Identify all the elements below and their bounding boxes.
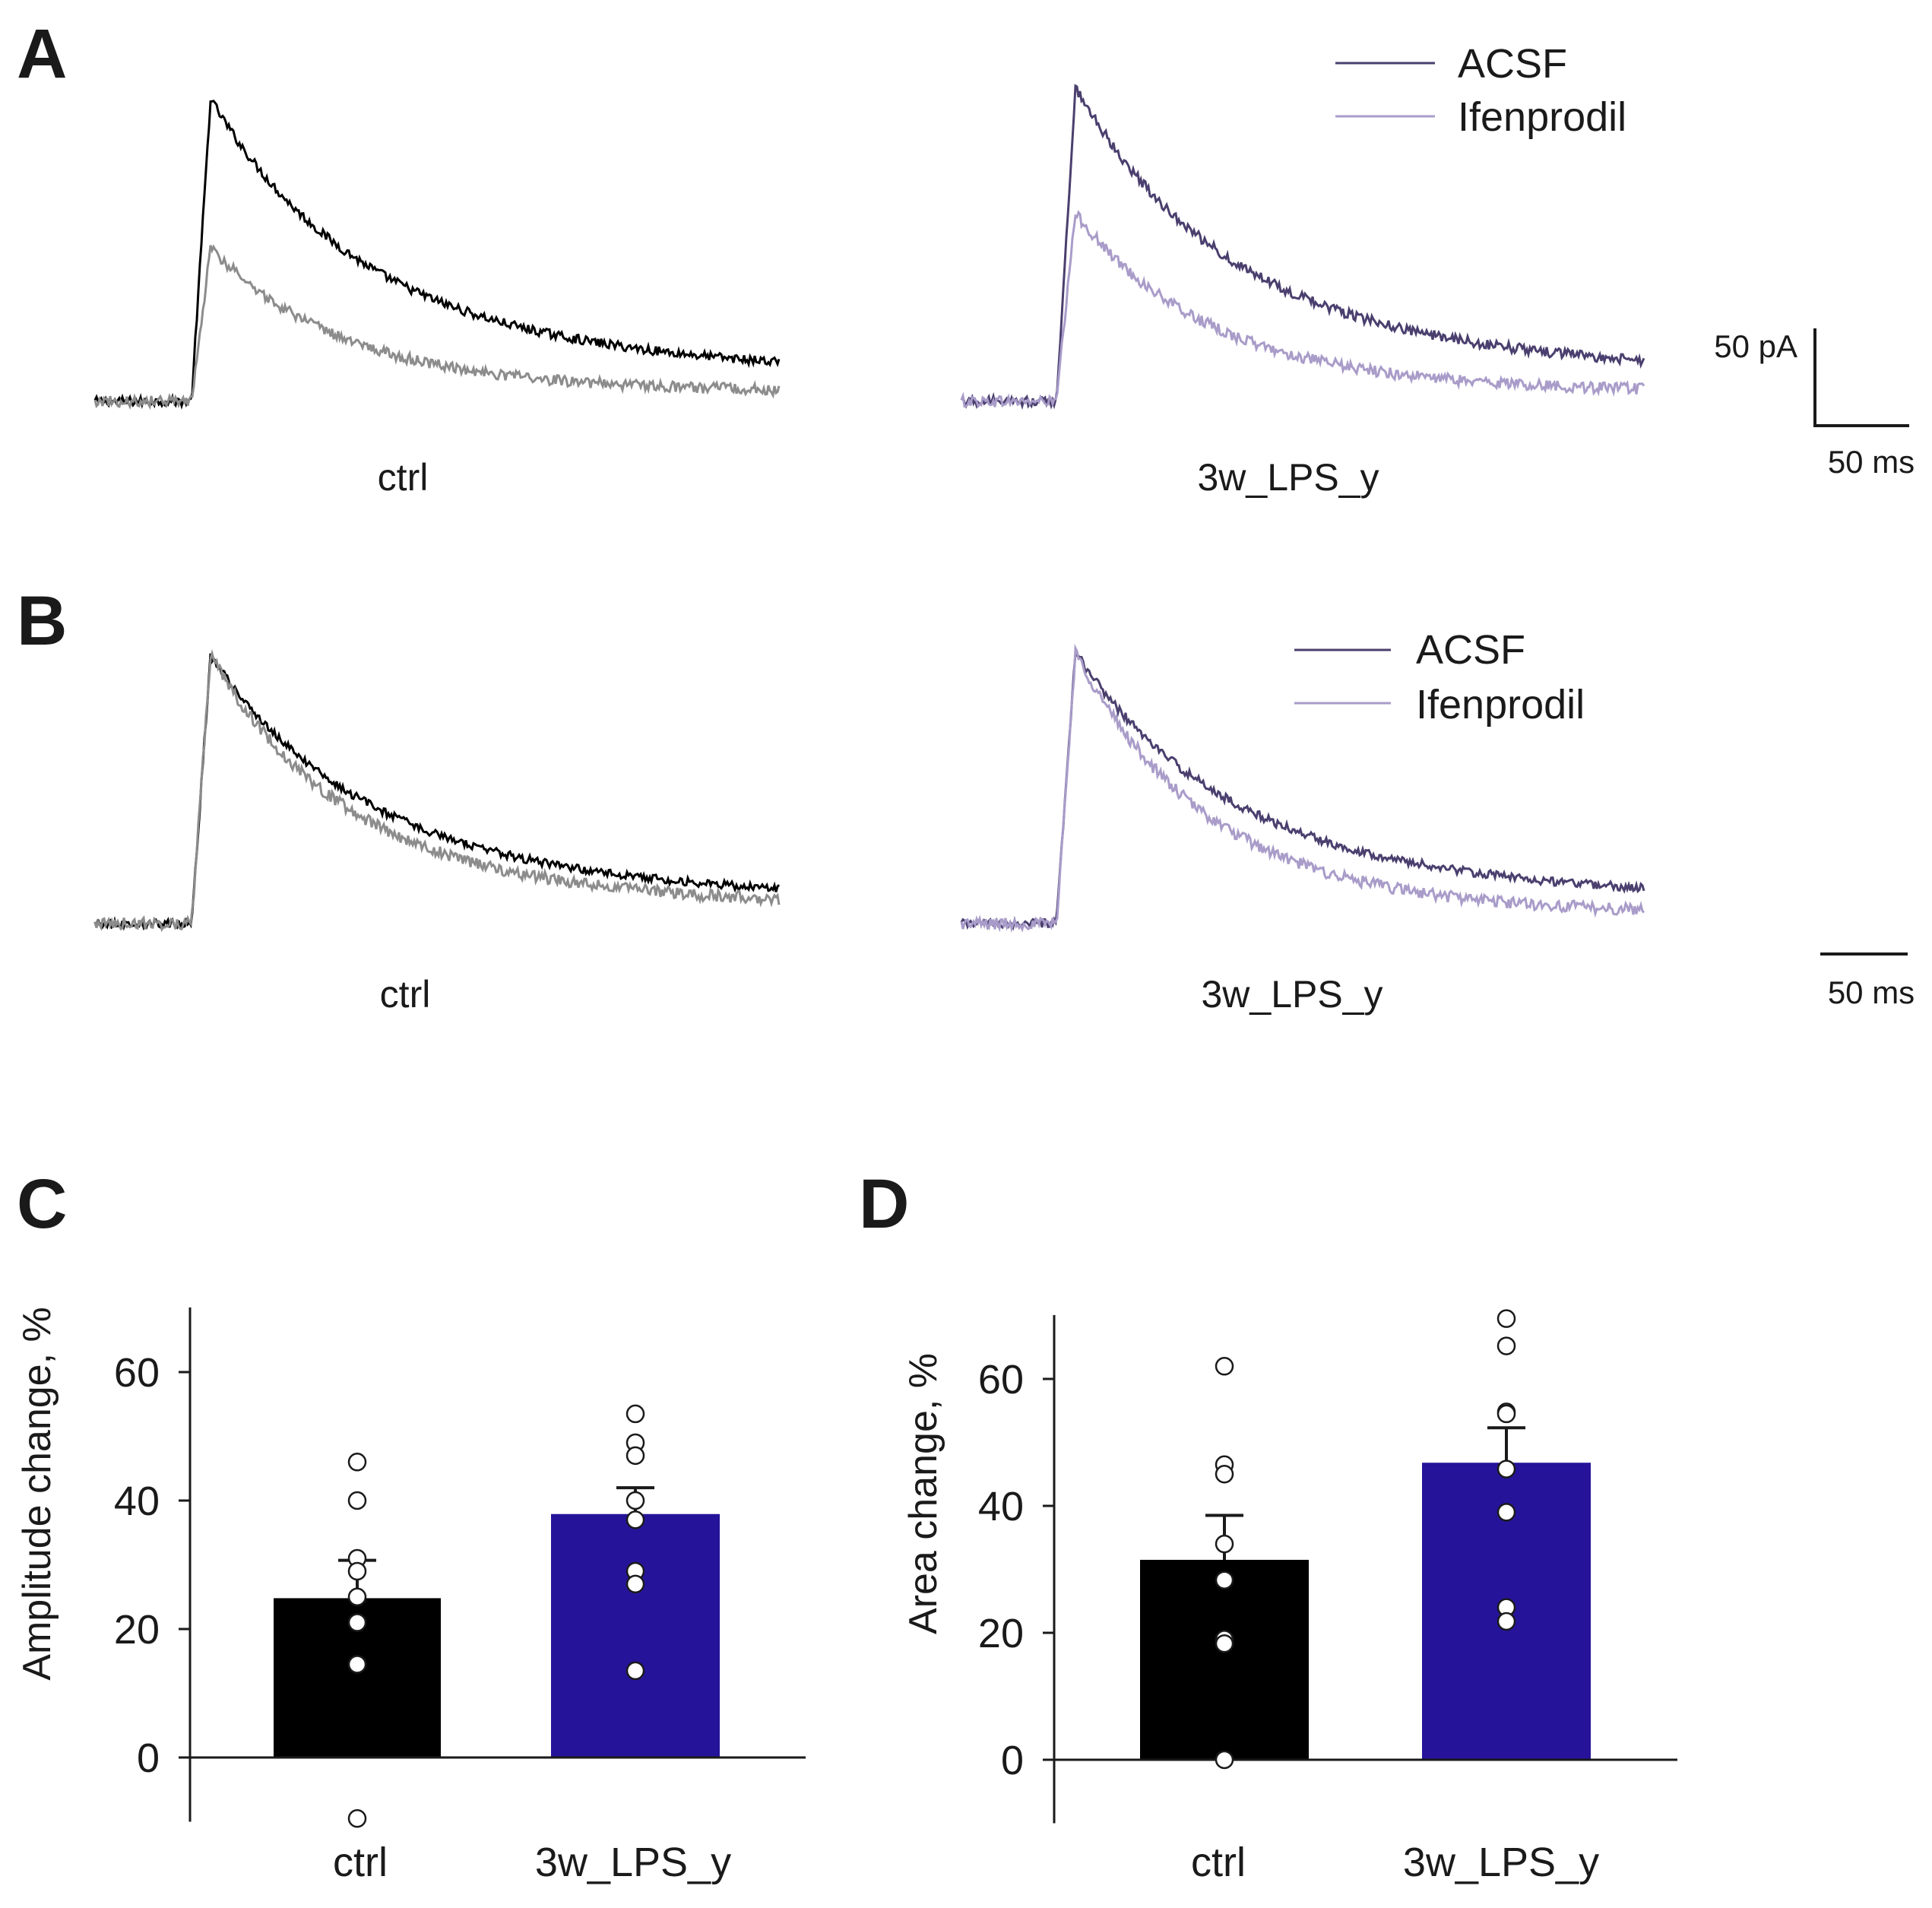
panel-c-point-ctrl-7 xyxy=(347,1809,367,1828)
panel-a-lps-label: 3w_LPS_y xyxy=(1197,456,1379,499)
panel-d-point-lps-7 xyxy=(1497,1612,1516,1631)
panel-d-point-ctrl-2 xyxy=(1215,1465,1234,1484)
panel-d-chart: Area change, % ctrl 3w_LPS_y 0 20 40 60 xyxy=(901,1309,1677,1885)
legend-b-acsf-label: ACSF xyxy=(1416,627,1525,673)
panel-c-point-ctrl-6 xyxy=(347,1655,367,1674)
trace-a-lps-acsf xyxy=(960,84,1645,410)
legend-b-ifenprodil-label: Ifenprodil xyxy=(1416,682,1585,727)
panel-letter-c: C xyxy=(17,1165,67,1243)
panel-letter-b: B xyxy=(17,582,67,660)
panel-c-xtick-lps: 3w_LPS_y xyxy=(535,1840,731,1885)
panel-d-xtick-lps: 3w_LPS_y xyxy=(1403,1840,1599,1885)
panel-b-scalebar: 50 ms xyxy=(1820,952,1915,1010)
scalebar-current-label: 50 pA xyxy=(1714,328,1797,364)
panel-c-point-ctrl-4 xyxy=(347,1587,367,1606)
legend-ifenprodil-label: Ifenprodil xyxy=(1458,94,1626,140)
trace-a-ctrl-ifenprodil xyxy=(93,244,781,410)
panel-b-lps-label: 3w_LPS_y xyxy=(1201,973,1382,1016)
panel-b-ctrl-label: ctrl xyxy=(380,973,431,1016)
panel-d-point-ctrl-6 xyxy=(1215,1634,1234,1653)
panel-c-point-ctrl-5 xyxy=(347,1613,367,1632)
panel-b-traces xyxy=(93,643,1645,933)
panel-c-ytick-label-40: 40 xyxy=(114,1479,160,1524)
scalebar-time-label: 50 ms xyxy=(1828,444,1915,480)
panel-d-point-lps-0 xyxy=(1497,1309,1516,1328)
panel-d-point-lps-3 xyxy=(1497,1404,1516,1424)
panel-a-ctrl-label: ctrl xyxy=(378,456,429,499)
panel-d-ylabel: Area change, % xyxy=(901,1353,945,1634)
panel-d-bar-ctrl xyxy=(1140,1559,1309,1760)
scalebar-l xyxy=(1813,328,1909,427)
scalebar-b-time-label: 50 ms xyxy=(1828,975,1915,1010)
panel-a-legend: ACSF Ifenprodil xyxy=(1335,41,1626,140)
panel-c-point-ctrl-3 xyxy=(347,1561,367,1581)
trace-b-ctrl-acsf xyxy=(93,653,781,931)
panel-d-point-lps-4 xyxy=(1497,1460,1516,1479)
trace-b-lps-ifenprodil xyxy=(960,643,1645,933)
panel-d-point-lps-5 xyxy=(1497,1503,1516,1522)
panel-d-point-ctrl-3 xyxy=(1215,1534,1234,1554)
trace-b-ctrl-ifenprodil xyxy=(93,648,781,933)
panel-c-point-lps-6 xyxy=(626,1574,645,1594)
panel-letter-d: D xyxy=(859,1165,909,1243)
trace-a-ctrl-acsf xyxy=(93,100,781,410)
panel-c-point-lps-4 xyxy=(626,1510,645,1529)
panel-d-point-ctrl-0 xyxy=(1215,1357,1234,1376)
panel-c-xtick-ctrl: ctrl xyxy=(333,1840,388,1885)
panel-c-point-ctrl-0 xyxy=(347,1453,367,1472)
panel-d-ytick-label-40: 40 xyxy=(978,1484,1024,1529)
panel-d-ytick-label-60: 60 xyxy=(978,1357,1024,1402)
panel-a-scalebar: 50 pA 50 ms xyxy=(1714,328,1915,480)
panel-c-chart: Amplitude change, % ctrl 3w_LPS_y 0 20 40 6… xyxy=(15,1307,806,1885)
panel-c-ylabel: Amplitude change, % xyxy=(15,1307,59,1680)
panel-c-point-ctrl-1 xyxy=(347,1491,367,1510)
panel-c-ytick-label-20: 20 xyxy=(114,1607,160,1653)
panel-c-ytick-label-0: 0 xyxy=(137,1735,160,1781)
panel-a-traces xyxy=(93,84,1645,410)
legend-acsf-label: ACSF xyxy=(1458,41,1567,87)
panel-c-point-lps-7 xyxy=(626,1661,645,1681)
trace-a-lps-ifenprodil xyxy=(960,210,1645,409)
panel-c-point-lps-2 xyxy=(626,1446,645,1466)
panel-c-point-lps-0 xyxy=(626,1404,645,1424)
panel-d-point-ctrl-7 xyxy=(1215,1750,1234,1770)
panel-c-bar-lps xyxy=(551,1513,720,1757)
panel-d-ytick-label-20: 20 xyxy=(978,1611,1024,1656)
panel-d-ytick-label-0: 0 xyxy=(1001,1738,1024,1783)
panel-d-point-ctrl-4 xyxy=(1215,1570,1234,1589)
panel-c-point-lps-3 xyxy=(626,1491,645,1510)
panel-letter-a: A xyxy=(17,15,67,93)
panel-b-legend: ACSF Ifenprodil xyxy=(1294,627,1585,727)
panel-c-ytick-label-60: 60 xyxy=(114,1350,160,1396)
panel-d-xtick-ctrl: ctrl xyxy=(1191,1840,1246,1885)
panel-d-point-lps-1 xyxy=(1497,1336,1516,1355)
